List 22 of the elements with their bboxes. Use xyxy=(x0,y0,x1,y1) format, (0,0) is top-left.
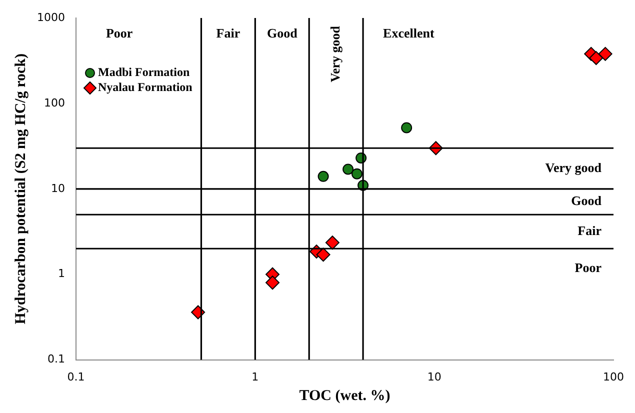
y-tick-label: 100 xyxy=(44,96,65,110)
annotation: Good xyxy=(571,193,602,208)
annotation: Very good xyxy=(327,25,342,82)
y-tick-label: 0.1 xyxy=(47,352,65,366)
x-axis-title: TOC (wet. %) xyxy=(299,388,390,404)
annotation: Excellent xyxy=(383,25,435,40)
annotation: Very good xyxy=(545,160,602,175)
x-tick-label: 0.1 xyxy=(67,370,85,384)
annotation: Fair xyxy=(578,222,602,238)
x-tick-label: 10 xyxy=(427,370,442,384)
x-tick-label: 100 xyxy=(603,370,624,384)
legend-label: Nyalau Formation xyxy=(98,80,193,94)
annotation: Poor xyxy=(574,260,602,275)
legend-label: Madbi Formation xyxy=(98,65,190,80)
y-axis-title: Hydrocarbon potential (S2 mg HC/g rock) xyxy=(12,54,29,324)
annotation: Good xyxy=(266,25,298,40)
y-tick-label: 1000 xyxy=(36,10,65,24)
annotation: Poor xyxy=(106,25,133,40)
annotation: Fair xyxy=(216,25,240,40)
y-tick-label: 10 xyxy=(50,182,65,195)
y-tick-label: 1 xyxy=(58,267,65,280)
x-tick-label: 1 xyxy=(252,370,259,384)
